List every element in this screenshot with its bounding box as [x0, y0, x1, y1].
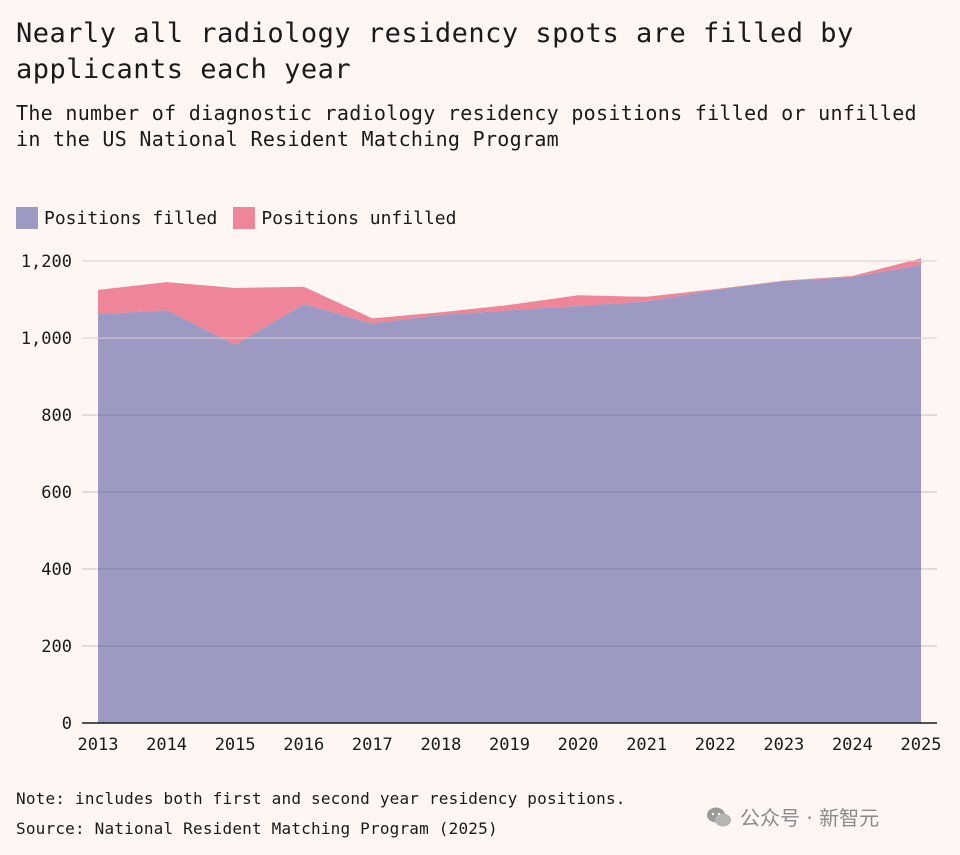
x-tick-label: 2020: [558, 735, 599, 755]
y-tick-label: 0: [62, 714, 72, 734]
series-area-filled: [98, 264, 921, 723]
legend-swatch-unfilled: [233, 207, 256, 229]
x-tick-label: 2021: [626, 735, 667, 755]
x-tick-label: 2019: [489, 735, 530, 755]
x-tick-label: 2015: [215, 735, 256, 755]
x-tick-label: 2023: [763, 735, 804, 755]
x-tick-label: 2014: [146, 735, 187, 755]
chart-subtitle: The number of diagnostic radiology resid…: [16, 101, 917, 151]
x-tick-label: 2017: [352, 735, 393, 755]
x-tick-label: 2024: [832, 735, 873, 755]
area-chart: 0 200 400 600 800 1,000 1,200 2013 2014 2015 2016 2…: [21, 252, 942, 755]
legend-item-filled: Positions filled: [16, 207, 217, 229]
wechat-icon: [707, 807, 731, 826]
legend-swatch-filled: [16, 207, 38, 229]
chart-source: Source: National Resident Matching Progr…: [16, 819, 498, 838]
x-tick-label: 2022: [695, 735, 736, 755]
y-tick-label: 1,000: [21, 329, 72, 349]
x-tick-label: 2018: [420, 735, 461, 755]
legend-label-unfilled: Positions unfilled: [261, 207, 457, 229]
x-tick-label: 2016: [283, 735, 324, 755]
y-tick-label: 400: [41, 560, 72, 580]
chart-title: Nearly all radiology residency spots are…: [16, 18, 854, 85]
y-tick-label: 1,200: [21, 252, 72, 272]
y-tick-label: 800: [41, 406, 72, 426]
series-area-unfilled: [98, 258, 921, 345]
y-tick-label: 600: [41, 483, 72, 503]
watermark-text: 公众号 · 新智元: [740, 806, 880, 830]
watermark: 公众号 · 新智元: [706, 802, 879, 831]
x-tick-label: 2013: [78, 735, 119, 755]
x-tick-label: 2025: [901, 735, 942, 755]
chart-note: Note: includes both first and second yea…: [16, 789, 626, 808]
legend-label-filled: Positions filled: [44, 207, 218, 229]
legend-item-unfilled: Positions unfilled: [233, 207, 456, 229]
y-tick-label: 200: [41, 637, 72, 657]
legend: Positions filled Positions unfilled: [16, 207, 472, 229]
